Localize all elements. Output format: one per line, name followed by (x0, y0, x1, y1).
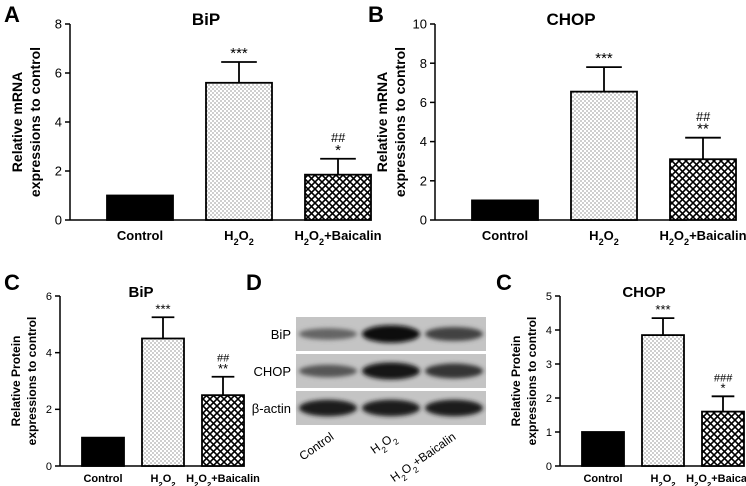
chart-a-sig-star: *** (230, 45, 248, 62)
panel-letter-b: B (368, 2, 384, 27)
chart-b: CHOP Relative mRNA expressions to control 0… (374, 10, 746, 247)
chart-b-ytick-label: 6 (420, 95, 427, 110)
chart-c1-sig-hash: ## (217, 353, 230, 365)
panel-letter-a: A (4, 2, 20, 27)
chart-a-category-label: Control (117, 228, 163, 243)
chart-c2: CHOP Relative Protein expressions to contr… (509, 284, 746, 486)
chart-c2-sig-hash: ### (714, 372, 733, 384)
chart-c1-ytick-label: 0 (46, 461, 52, 473)
chart-c1-sig-star: ** (218, 361, 228, 376)
chart-c2-sig-star: *** (655, 302, 670, 317)
chart-c1-category-label: Control (83, 473, 122, 485)
blot-band (299, 328, 357, 340)
chart-b-category-label: H2O2 (589, 228, 619, 247)
chart-c1-sig-star: *** (155, 301, 170, 316)
chart-c1-title: BiP (128, 284, 153, 301)
chart-b-title: CHOP (546, 10, 595, 29)
chart-a-ytick-label: 8 (55, 17, 62, 32)
chart-a-category-label: H2O2 (224, 228, 254, 247)
chart-c2-category-label: H2O2+Baicalin (686, 473, 746, 486)
chart-a-category-label: H2O2+Baicalin (294, 228, 381, 247)
chart-a-sig-hash: ## (331, 130, 346, 145)
blot-band (425, 363, 483, 379)
blot-band (299, 364, 357, 378)
chart-a-ytick-label: 6 (55, 66, 62, 81)
blot-row-label-actin: β-actin (252, 401, 291, 416)
chart-b-category-label: Control (482, 228, 528, 243)
chart-a-ytick-label: 2 (55, 164, 62, 179)
chart-c1-bar (81, 436, 125, 467)
chart-a-title: BiP (192, 10, 220, 29)
blot-lane-label: Control (297, 430, 337, 464)
chart-c2-ytick-label: 3 (546, 359, 552, 371)
chart-a-sig-star: * (335, 142, 341, 159)
blot-row-label-chop: CHOP (253, 364, 291, 379)
chart-c2-ylabel-line-2: expressions to control (525, 317, 539, 446)
blot-band (299, 399, 357, 417)
chart-c1: BiP Relative Protein expressions to contro… (9, 284, 260, 486)
chart-b-bar (570, 90, 638, 221)
chart-c2-ytick-label: 5 (546, 291, 552, 303)
chart-c2-ytick-label: 0 (546, 461, 552, 473)
chart-c2-bar (641, 334, 685, 467)
chart-c2-ytick-label: 1 (546, 427, 552, 439)
chart-b-ylabel-line-1: Relative mRNA (374, 72, 390, 172)
chart-a-bar (106, 194, 174, 221)
chart-b-ytick-label: 4 (420, 134, 427, 149)
chart-b-ytick-label: 10 (413, 17, 427, 32)
chart-c1-ylabel-line-2: expressions to control (25, 317, 39, 446)
blot-row-label-bip: BiP (271, 327, 291, 342)
chart-b-ytick-label: 8 (420, 56, 427, 71)
chart-b-ylabel-line-2: expressions to control (392, 47, 408, 197)
blot-band (362, 325, 420, 343)
chart-c1-bar (201, 394, 245, 467)
chart-c2-bar (581, 431, 625, 467)
chart-c1-ytick-label: 4 (46, 348, 52, 360)
chart-a-ytick-label: 0 (55, 213, 62, 228)
blot-band (362, 362, 420, 380)
panel-letter-d: D (246, 270, 262, 295)
chart-b-ytick-label: 2 (420, 173, 427, 188)
chart-a-ylabel-line-2: expressions to control (27, 47, 43, 197)
chart-b-bar (669, 158, 737, 221)
chart-b-category-label: H2O2+Baicalin (659, 228, 746, 247)
chart-b-sig-star: ** (697, 121, 709, 138)
chart-a: BiP Relative mRNA expressions to control 0 2… (9, 10, 382, 247)
chart-c1-category-label: H2O2+Baicalin (186, 473, 260, 486)
chart-a-ylabel-line-1: Relative mRNA (9, 72, 25, 172)
panel-letter-c1: C (4, 270, 20, 295)
chart-c2-ylabel-line-1: Relative Protein (509, 336, 523, 427)
blot-band (362, 399, 420, 417)
blot-lane-label: H2O2+Baicalin (388, 430, 461, 486)
chart-c1-category-label: H2O2 (150, 473, 175, 486)
western-blot: BiP CHOP β-actin Control H2O2H2O2+Baicali… (252, 317, 486, 486)
chart-c2-ytick-label: 2 (546, 393, 552, 405)
blot-lane-label: H2O2 (368, 429, 401, 460)
chart-c1-ytick-label: 2 (46, 404, 52, 416)
chart-c2-title: CHOP (622, 284, 665, 301)
panel-letter-c2: C (496, 270, 512, 295)
chart-b-sig-star: *** (595, 50, 613, 67)
chart-c2-category-label: Control (583, 473, 622, 485)
chart-c1-bar (141, 337, 185, 467)
chart-a-ytick-label: 4 (55, 115, 62, 130)
chart-a-bar (205, 81, 273, 221)
chart-c2-sig-star: * (720, 380, 725, 395)
chart-b-bar (471, 199, 539, 221)
chart-c1-ytick-label: 6 (46, 291, 52, 303)
chart-b-ytick-label: 0 (420, 213, 427, 228)
chart-c2-ytick-label: 4 (546, 325, 552, 337)
blot-band (425, 399, 483, 417)
blot-band (425, 327, 483, 341)
chart-c2-bar (701, 410, 745, 467)
chart-a-bar (304, 173, 372, 221)
chart-c2-category-label: H2O2 (650, 473, 675, 486)
chart-b-sig-hash: ## (696, 109, 711, 124)
chart-c1-ylabel-line-1: Relative Protein (9, 336, 23, 427)
